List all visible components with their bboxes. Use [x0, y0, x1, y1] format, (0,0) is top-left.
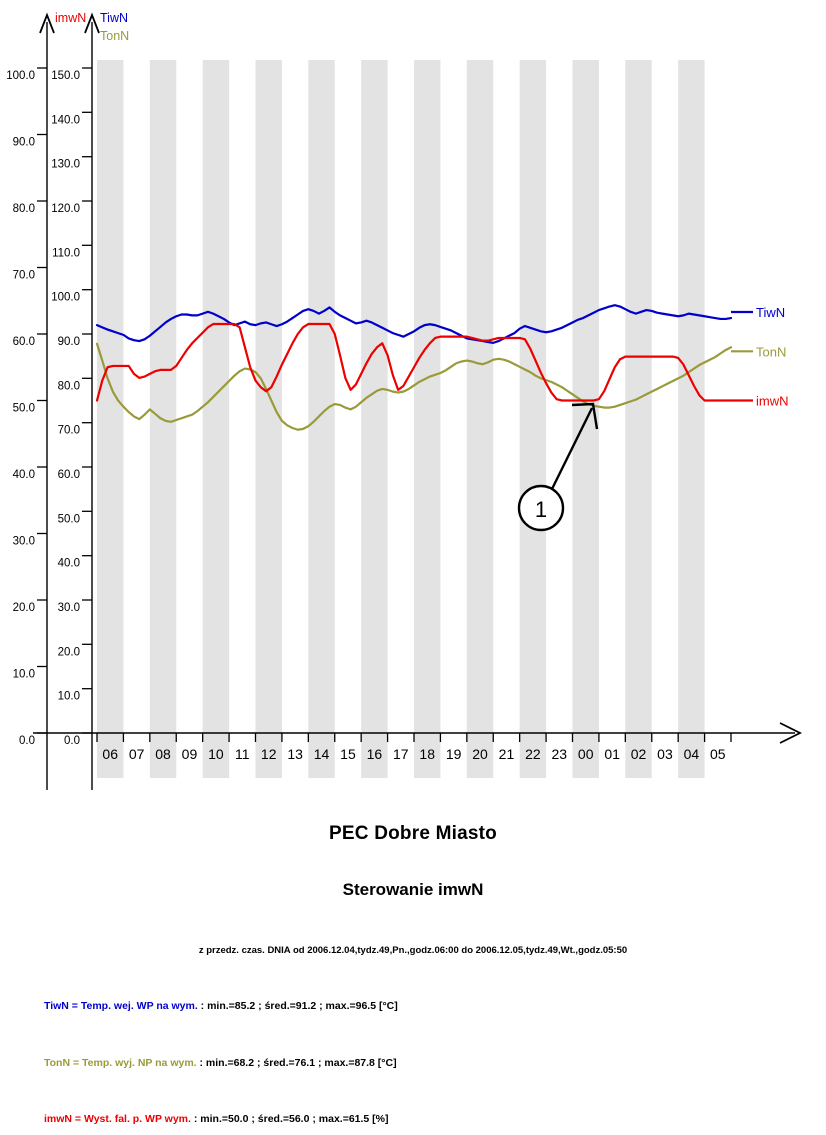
x-tick-label: 03 — [657, 746, 673, 762]
x-tick-label: 20 — [472, 746, 488, 762]
x-tick-label: 09 — [182, 746, 198, 762]
annotation-marker-label: 1 — [535, 497, 547, 522]
x-tick-label: 11 — [235, 746, 250, 762]
right-tick-label: 120.0 — [51, 203, 80, 215]
left-tick-label: 60.0 — [13, 336, 35, 348]
trend-chart: imwN TiwNTonN100.090.080.070.060.050.040.… — [6, 11, 803, 790]
right-tick-label: 90.0 — [58, 336, 80, 348]
right-tick-label: 30.0 — [58, 602, 80, 614]
right-tick-label: 40.0 — [58, 558, 80, 570]
annotation-arrow-shaft — [550, 407, 594, 490]
x-tick-label: 04 — [684, 746, 700, 762]
hour-band — [308, 60, 335, 778]
left-tick-label: 0.0 — [19, 735, 35, 747]
series-line-imwn — [95, 322, 733, 402]
hour-band — [678, 60, 705, 778]
left-tick-label: 100.0 — [6, 70, 35, 82]
axis-caption-tonn: TonN — [100, 29, 129, 43]
right-axis-arrow — [84, 12, 100, 34]
x-tick-label: 02 — [631, 746, 647, 762]
right-tick-label: 60.0 — [58, 469, 80, 481]
hour-band — [202, 60, 230, 778]
right-tick-label: 70.0 — [58, 425, 80, 437]
x-tick-label: 19 — [446, 746, 462, 762]
x-tick-label: 15 — [340, 746, 356, 762]
right-tick-label: 80.0 — [58, 380, 80, 392]
x-tick-label: 23 — [552, 746, 568, 762]
chart-area: imwN TiwN TonN 100.0 90.0 80.0 70.0 60.0 50.0 40.… — [6, 11, 803, 790]
hour-band — [361, 60, 388, 778]
right-tick-label: 110.0 — [52, 247, 80, 259]
left-axis-arrow — [39, 12, 55, 34]
x-tick-label: 07 — [129, 746, 145, 762]
time-range-text: z przedz. czas. DNIA od 2006.12.04,tydz.… — [198, 945, 628, 956]
right-tick-label: 100.0 — [51, 292, 80, 304]
page-title: PEC Dobre Miasto — [329, 823, 497, 844]
right-tick-label: 20.0 — [58, 646, 80, 658]
right-tick-label: 150.0 — [51, 70, 80, 82]
left-tick-label: 80.0 — [13, 203, 35, 215]
legend-name-tonn: TonN = Temp. wyj. NP na wym. — [44, 1057, 197, 1069]
x-axis-arrow — [779, 722, 803, 744]
hour-band — [414, 60, 441, 778]
right-tick-label: 50.0 — [58, 513, 80, 525]
legend-line-tiwn: TiwN = Temp. wej. WP na wym. : min.=85.2… — [44, 1000, 398, 1012]
x-tick-label: 18 — [419, 746, 435, 762]
left-tick-label: 10.0 — [13, 669, 35, 681]
right-tick-label: 10.0 — [58, 691, 80, 703]
hour-band — [519, 60, 547, 778]
x-tick-label: 06 — [102, 746, 118, 762]
x-tick-label: 14 — [314, 746, 330, 762]
right-tick-label: 130.0 — [51, 159, 80, 171]
legend-stats-tiwn: : min.=85.2 ; śred.=91.2 ; max.=96.5 [°C… — [197, 1000, 398, 1012]
legend-name-imwn: imwN = Wyst. fal. p. WP wym. — [44, 1113, 191, 1125]
x-tick-label: 22 — [525, 746, 541, 762]
series-line-tonn — [95, 342, 733, 431]
x-tick-label: 17 — [393, 746, 409, 762]
axis-caption-tiwn: TiwN — [100, 11, 128, 25]
hour-band — [466, 60, 494, 778]
x-tick-label: 21 — [499, 746, 515, 762]
x-tick-label: 12 — [261, 746, 277, 762]
x-tick-label: 13 — [287, 746, 303, 762]
curve-label-tiwn: TiwN — [756, 305, 785, 320]
left-tick-label: 40.0 — [13, 469, 35, 481]
left-tick-label: 50.0 — [13, 403, 35, 415]
curve-label-tonn: TonN — [756, 344, 786, 359]
curve-label-imwn: imwN — [756, 394, 789, 409]
right-tick-label: 0.0 — [64, 735, 80, 747]
left-tick-label: 20.0 — [13, 602, 35, 614]
legend-line-imwn: imwN = Wyst. fal. p. WP wym. : min.=50.0… — [44, 1113, 389, 1125]
annotation-marker-circle — [517, 484, 565, 532]
axis-caption-imwn: imwN — [55, 11, 86, 25]
annotation-arrow-head — [571, 402, 599, 430]
x-tick-label: 10 — [208, 746, 224, 762]
hour-band — [255, 60, 282, 778]
x-tick-label: 05 — [710, 746, 726, 762]
legend-name-tiwn: TiwN = Temp. wej. WP na wym. — [44, 1000, 198, 1012]
x-tick-label: 00 — [578, 746, 594, 762]
legend-stats-imwn: : min.=50.0 ; śred.=56.0 ; max.=61.5 [%] — [190, 1113, 389, 1125]
left-tick-label: 90.0 — [13, 137, 35, 149]
page-subtitle: Sterowanie imwN — [342, 880, 484, 899]
x-tick-label: 16 — [367, 746, 383, 762]
legend-stats-tonn: : min.=68.2 ; śred.=76.1 ; max.=87.8 [°C… — [196, 1057, 397, 1069]
left-tick-label: 30.0 — [13, 536, 35, 548]
left-tick-label: 70.0 — [13, 270, 35, 282]
series-line-tiwn — [95, 304, 733, 344]
x-tick-label: 08 — [155, 746, 171, 762]
hour-band — [625, 60, 652, 778]
legend-line-tonn: TonN = Temp. wyj. NP na wym. : min.=68.2… — [44, 1057, 397, 1069]
hour-band — [97, 60, 124, 778]
right-tick-label: 140.0 — [51, 114, 80, 126]
x-tick-label: 01 — [604, 746, 620, 762]
